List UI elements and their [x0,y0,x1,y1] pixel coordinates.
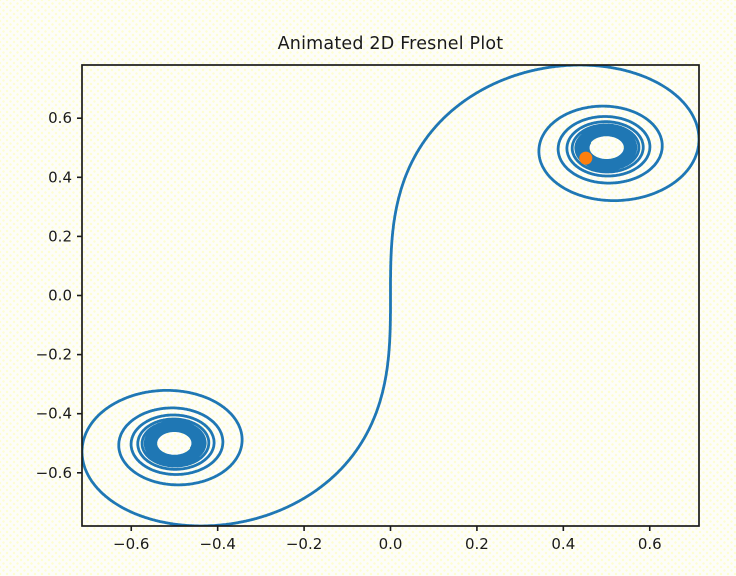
x-axis-tick-label: 0.4 [551,535,575,553]
x-axis-tick-label: −0.2 [286,535,322,553]
x-axis-tick-label: 0.6 [638,535,662,553]
plot-border [81,64,700,527]
animation-point-marker [579,151,593,165]
y-axis-tick-label: −0.6 [36,464,72,482]
chart-title: Animated 2D Fresnel Plot [277,34,504,54]
x-axis-tick-label: 0.0 [379,535,403,553]
x-axis-tick-label: −0.4 [199,535,235,553]
y-axis-tick-label: 0.4 [48,168,72,186]
fresnel-curve [82,65,699,526]
y-axis-tick-label: 0.0 [48,287,72,305]
y-axis-tick-label: −0.4 [36,405,72,423]
x-axis-tick-label: −0.6 [113,535,149,553]
y-axis-tick-label: 0.2 [48,227,72,245]
y-axis-tick-label: −0.2 [36,346,72,364]
y-axis-tick-label: 0.6 [48,109,72,127]
x-axis-tick-label: 0.2 [465,535,489,553]
